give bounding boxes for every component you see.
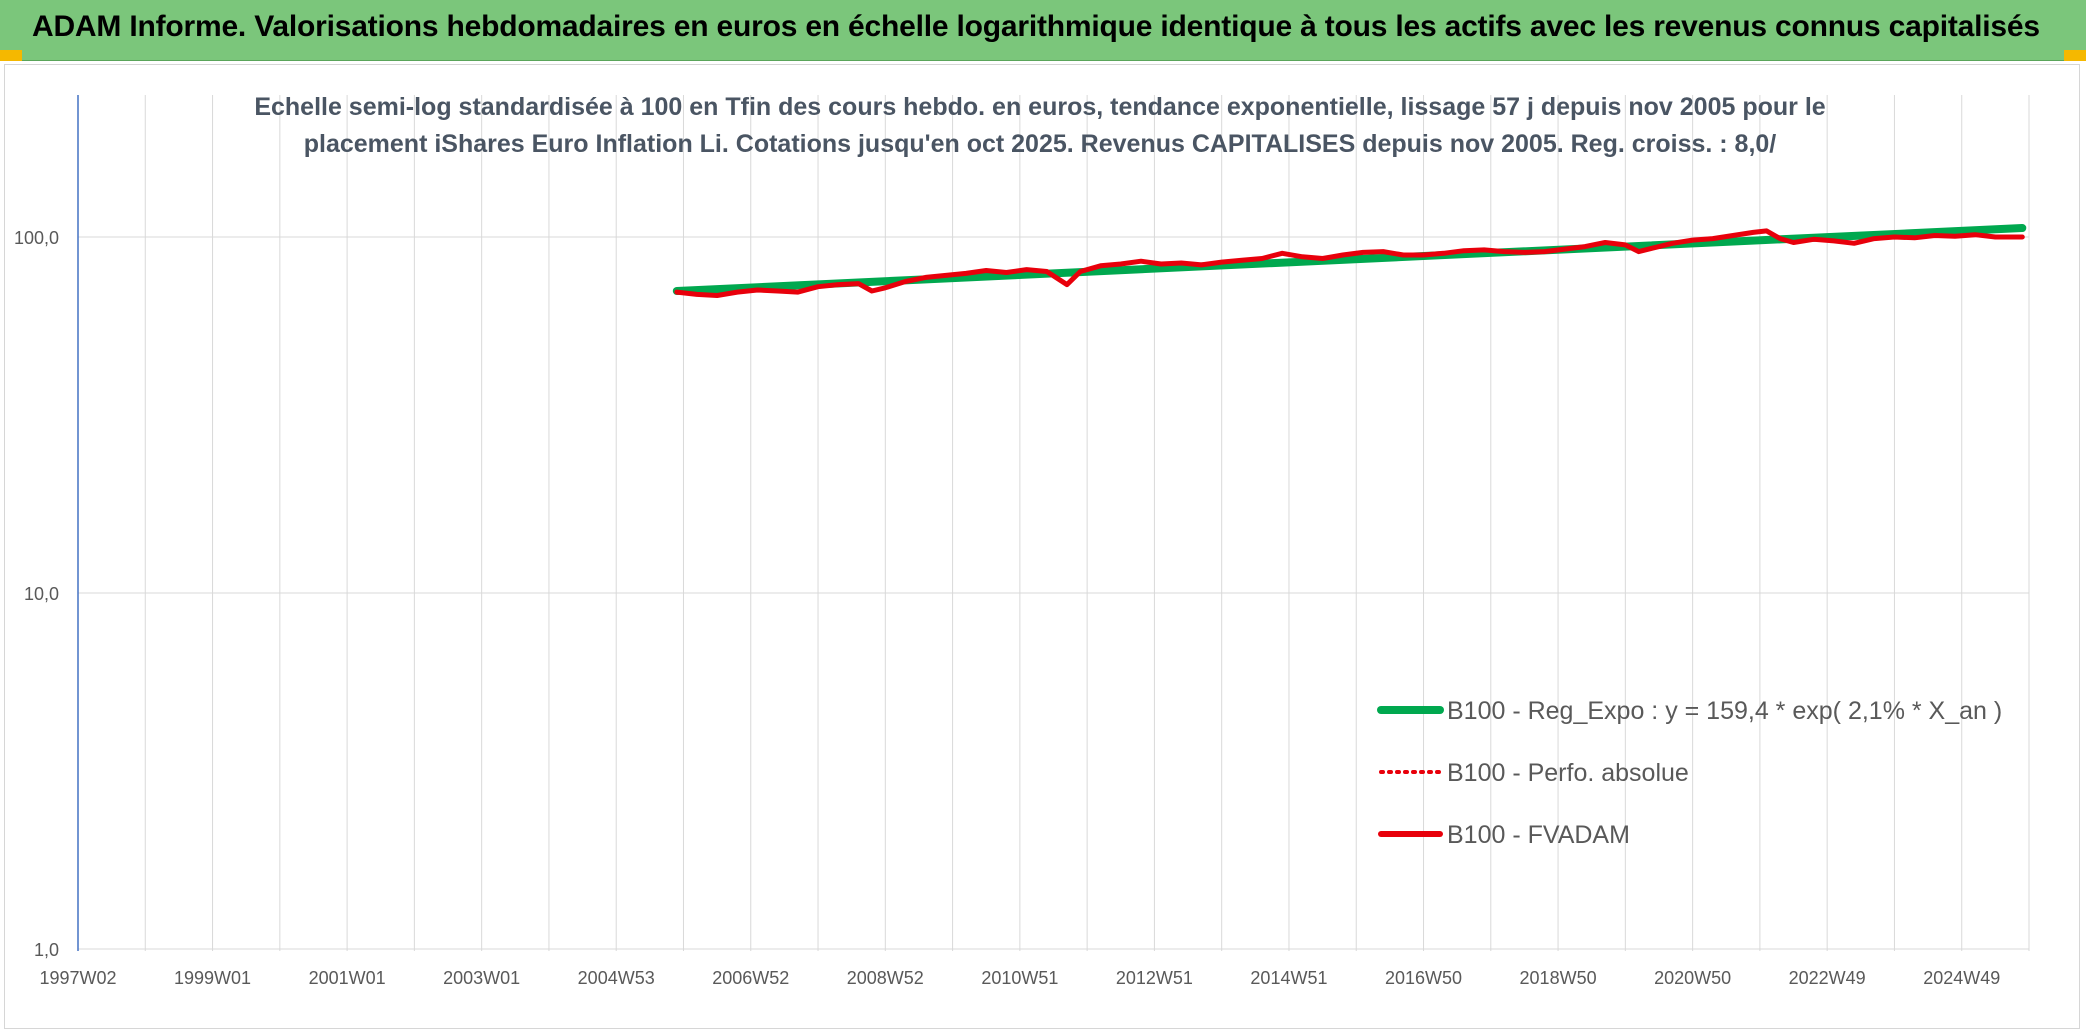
report-header-bar: ADAM Informe. Valorisations hebdomadaire… bbox=[0, 0, 2086, 61]
y-tick-label: 10,0 bbox=[24, 584, 59, 604]
x-tick-label: 1997W02 bbox=[39, 968, 116, 988]
legend-entry-label: B100 - Perfo. absolue bbox=[1447, 759, 1689, 787]
semi-log-chart: 100,0 10,0 1,0 1997W02 1999W01 2001W01 2003W01… bbox=[14, 93, 2030, 988]
x-tick-label: 2022W49 bbox=[1789, 968, 1866, 988]
x-tick-label: 2012W51 bbox=[1116, 968, 1193, 988]
y-tick-label: 100,0 bbox=[14, 228, 59, 248]
x-tick-label: 2014W51 bbox=[1250, 968, 1327, 988]
legend-entry-label: B100 - Reg_Expo : y = 159,4 * exp( 2,1% … bbox=[1447, 697, 2002, 725]
x-tick-label: 2024W49 bbox=[1923, 968, 2000, 988]
x-tick-label: 2004W53 bbox=[578, 968, 655, 988]
accent-corner-right bbox=[2064, 50, 2086, 61]
fvadam-line bbox=[674, 228, 2025, 298]
chart-subtitle-line-1: Echelle semi-log standardisée à 100 en T… bbox=[254, 93, 1825, 121]
y-tick-label: 1,0 bbox=[34, 940, 59, 960]
x-tick-label: 1999W01 bbox=[174, 968, 251, 988]
x-tick-label: 2018W50 bbox=[1520, 968, 1597, 988]
accent-corner-left bbox=[0, 50, 22, 61]
chart-subtitle-line-2: placement iShares Euro Inflation Li. Cot… bbox=[304, 130, 1777, 158]
x-tick-label: 2001W01 bbox=[309, 968, 386, 988]
x-tick-label: 2008W52 bbox=[847, 968, 924, 988]
x-tick-label: 2006W52 bbox=[712, 968, 789, 988]
x-tick-label: 2020W50 bbox=[1654, 968, 1731, 988]
chart-legend: B100 - Reg_Expo : y = 159,4 * exp( 2,1% … bbox=[1377, 697, 2002, 849]
x-tick-label: 2003W01 bbox=[443, 968, 520, 988]
report-title: ADAM Informe. Valorisations hebdomadaire… bbox=[32, 10, 2040, 43]
chart-frame: 100,0 10,0 1,0 1997W02 1999W01 2001W01 2003W01… bbox=[4, 64, 2080, 1029]
x-tick-label: 2016W50 bbox=[1385, 968, 1462, 988]
legend-entry-label: B100 - FVADAM bbox=[1447, 821, 1630, 849]
x-tick-label: 2010W51 bbox=[981, 968, 1058, 988]
